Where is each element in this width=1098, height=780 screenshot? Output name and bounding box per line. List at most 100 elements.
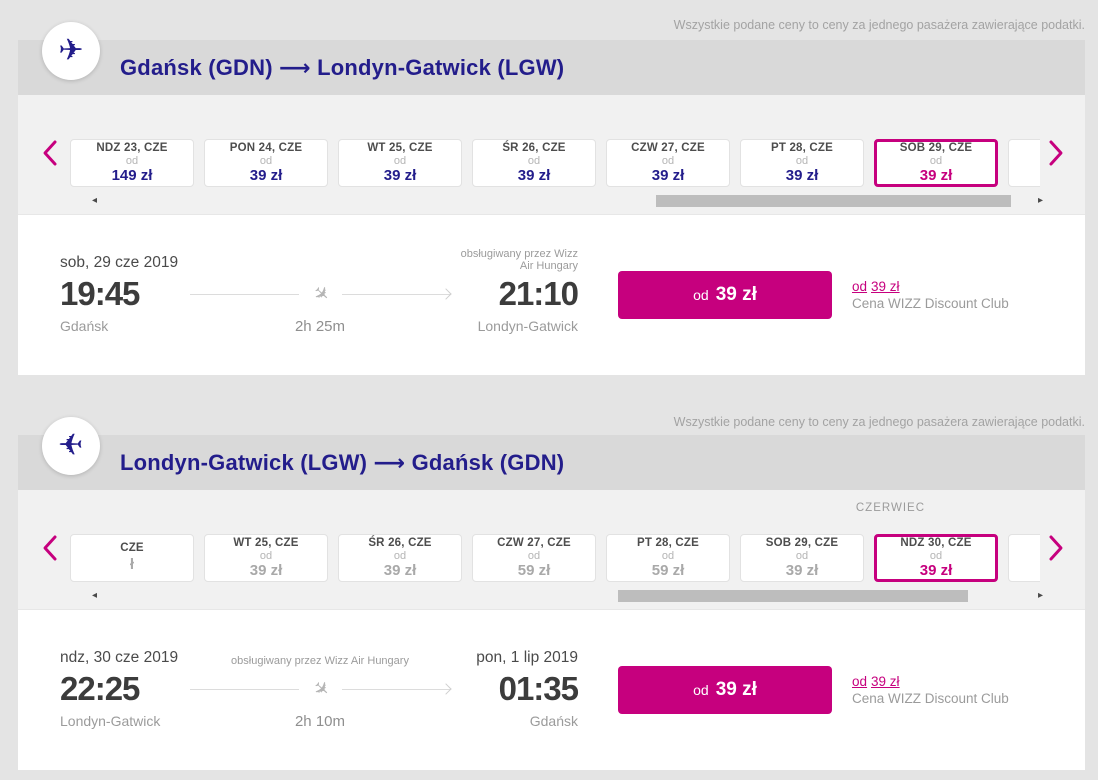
date-card-from-label: od <box>259 154 273 167</box>
flight-path: obsługiwany przez Wizz Air Hungary ✈ 2h … <box>190 647 452 733</box>
carousel-prev-button[interactable] <box>40 139 60 167</box>
date-card[interactable]: PON 01, od 39 z <box>1008 534 1040 582</box>
outbound-route-title: Gdańsk (GDN) ⟶ Londyn-Gatwick (LGW) <box>120 54 565 80</box>
arrival-date: pon, 1 lip 2019 <box>476 649 578 666</box>
date-card[interactable]: SOB 29, CZE od 39 zł <box>740 534 864 582</box>
date-card[interactable]: WT 25, CZE od 39 zł <box>204 534 328 582</box>
date-card-price: 39 zł <box>785 562 819 580</box>
departure-time: 19:45 <box>60 275 140 312</box>
date-card-day: CZW 27, CZE <box>631 141 705 154</box>
return-header: ✈ Londyn-Gatwick (LGW) ⟶ Gdańsk (GDN) <box>18 417 1085 490</box>
date-card[interactable]: WT 25, CZE od 39 zł <box>338 139 462 187</box>
date-card[interactable]: NDZ 30, CZE od 39 zł <box>874 534 998 582</box>
date-card-from-label: od <box>795 154 809 167</box>
date-card-price: 39 zł <box>919 562 953 580</box>
date-card-day: NDZ 23, CZE <box>96 141 168 154</box>
fare-amount: 39 zł <box>715 679 757 700</box>
date-card-price: 39 zł <box>383 167 417 185</box>
select-fare-button[interactable]: od 39 zł <box>618 271 832 319</box>
arrival-time: 21:10 <box>498 275 579 312</box>
month-label: CZERWIEC <box>855 502 925 514</box>
date-card[interactable]: CZE ł <box>70 534 194 582</box>
return-date-carousel: CZERWIEC CZE ł WT 25, CZE od 39 zł <box>18 490 1085 610</box>
date-card-price: 39 zł <box>785 167 819 185</box>
carousel-scrollbar: ◂ ▸ <box>70 590 1055 603</box>
fare-from-label: od <box>693 682 709 698</box>
plane-badge: ✈ <box>42 417 100 475</box>
date-card-day: ŚR 26, CZE <box>368 536 432 549</box>
plane-badge: ✈ <box>42 22 100 80</box>
departure-block: sob, 29 cze 2019 19:45 Gdańsk <box>60 252 190 338</box>
date-card-day: CZE <box>120 542 144 555</box>
date-card-price: 39 zł <box>383 562 417 580</box>
scrollbar-thumb[interactable] <box>656 195 1011 207</box>
fare-from-label: od <box>693 287 709 303</box>
club-price: 39 zł <box>871 279 900 294</box>
arrival-city: Londyn-Gatwick <box>477 318 578 334</box>
scrollbar-right-arrow-icon[interactable]: ▸ <box>1037 590 1043 601</box>
scrollbar-right-arrow-icon[interactable]: ▸ <box>1037 195 1043 206</box>
operated-by-label: obsługiwany przez Wizz Air Hungary <box>460 248 578 272</box>
date-card[interactable]: SOB 29, CZE od 39 zł <box>874 139 998 187</box>
operated-by-label: obsługiwany przez Wizz Air Hungary <box>231 655 409 667</box>
date-card[interactable]: NDZ 23, CZE od 149 zł <box>70 139 194 187</box>
outbound-section: Wszystkie podane ceny to ceny za jednego… <box>18 0 1085 375</box>
arrival-block: pon, 1 lip 2019 01:35 Gdańsk <box>450 647 579 733</box>
scrollbar-left-arrow-icon[interactable]: ◂ <box>92 195 98 206</box>
date-card[interactable]: PT 28, CZE od 59 zł <box>606 534 730 582</box>
date-card-from-label: od <box>795 549 809 562</box>
carousel-next-button[interactable] <box>1046 139 1066 167</box>
date-card[interactable] <box>1008 139 1040 187</box>
plane-icon: ✈ <box>307 675 334 703</box>
date-card-from-label: od <box>393 154 407 167</box>
date-card-list: CZE ł WT 25, CZE od 39 zł ŚR 26, CZE od … <box>70 534 1040 582</box>
date-card-day: SOB 29, CZE <box>899 141 973 154</box>
arrival-block: obsługiwany przez Wizz Air Hungary 21:10… <box>450 248 579 338</box>
departure-block: ndz, 30 cze 2019 22:25 Londyn-Gatwick <box>60 647 190 733</box>
club-from-label: od <box>852 279 868 294</box>
departure-city: Londyn-Gatwick <box>60 713 161 729</box>
plane-icon: ✈ <box>58 429 84 462</box>
disclaimer-row: Wszystkie podane ceny to ceny za jednego… <box>18 375 1085 435</box>
date-card-day: NDZ 30, CZE <box>900 536 972 549</box>
date-card-price: 59 zł <box>517 562 551 580</box>
date-card-from-label: od <box>929 549 943 562</box>
scrollbar-left-arrow-icon[interactable]: ◂ <box>92 590 98 601</box>
departure-date: sob, 29 cze 2019 <box>60 254 179 271</box>
discount-club-label: Cena WIZZ Discount Club <box>852 691 1009 706</box>
club-price: 39 zł <box>871 674 900 689</box>
discount-club-price-link[interactable]: od 39 zł <box>852 279 1009 294</box>
date-card-from-label: od <box>527 549 541 562</box>
carousel-next-button[interactable] <box>1046 534 1066 562</box>
plane-icon: ✈ <box>58 34 84 67</box>
date-card-day: WT 25, CZE <box>367 141 433 154</box>
scrollbar-thumb[interactable] <box>618 590 968 602</box>
date-card[interactable]: CZW 27, CZE od 39 zł <box>606 139 730 187</box>
discount-club-price-link[interactable]: od 39 zł <box>852 674 1009 689</box>
discount-club-block: od 39 zł Cena WIZZ Discount Club <box>852 279 1009 311</box>
price-disclaimer: Wszystkie podane ceny to ceny za jednego… <box>673 415 1085 429</box>
departure-time: 22:25 <box>60 670 140 707</box>
outbound-header: ✈ Gdańsk (GDN) ⟶ Londyn-Gatwick (LGW) <box>18 22 1085 95</box>
date-card-from-label: od <box>661 154 675 167</box>
carousel-prev-button[interactable] <box>40 534 60 562</box>
date-card[interactable]: ŚR 26, CZE od 39 zł <box>472 139 596 187</box>
date-card-price: 39 zł <box>919 167 953 185</box>
date-card-day: PON 24, CZE <box>229 141 303 154</box>
flight-path: ✈ 2h 25m <box>190 252 452 338</box>
date-card-day: WT 25, CZE <box>233 536 299 549</box>
date-card-from-label: od <box>661 549 675 562</box>
select-fare-button[interactable]: od 39 zł <box>618 666 832 714</box>
date-card[interactable]: ŚR 26, CZE od 39 zł <box>338 534 462 582</box>
date-card[interactable]: PON 24, CZE od 39 zł <box>204 139 328 187</box>
return-route-title: Londyn-Gatwick (LGW) ⟶ Gdańsk (GDN) <box>120 449 565 475</box>
date-card[interactable]: CZW 27, CZE od 59 zł <box>472 534 596 582</box>
date-card-price: 39 zł <box>517 167 551 185</box>
arrival-city: Gdańsk <box>529 713 578 729</box>
disclaimer-row: Wszystkie podane ceny to ceny za jednego… <box>18 0 1085 40</box>
flight-duration: 2h 25m <box>294 318 346 335</box>
date-card-day: SOB 29, CZE <box>765 536 839 549</box>
flight-duration: 2h 10m <box>294 713 346 730</box>
date-card[interactable]: PT 28, CZE od 39 zł <box>740 139 864 187</box>
